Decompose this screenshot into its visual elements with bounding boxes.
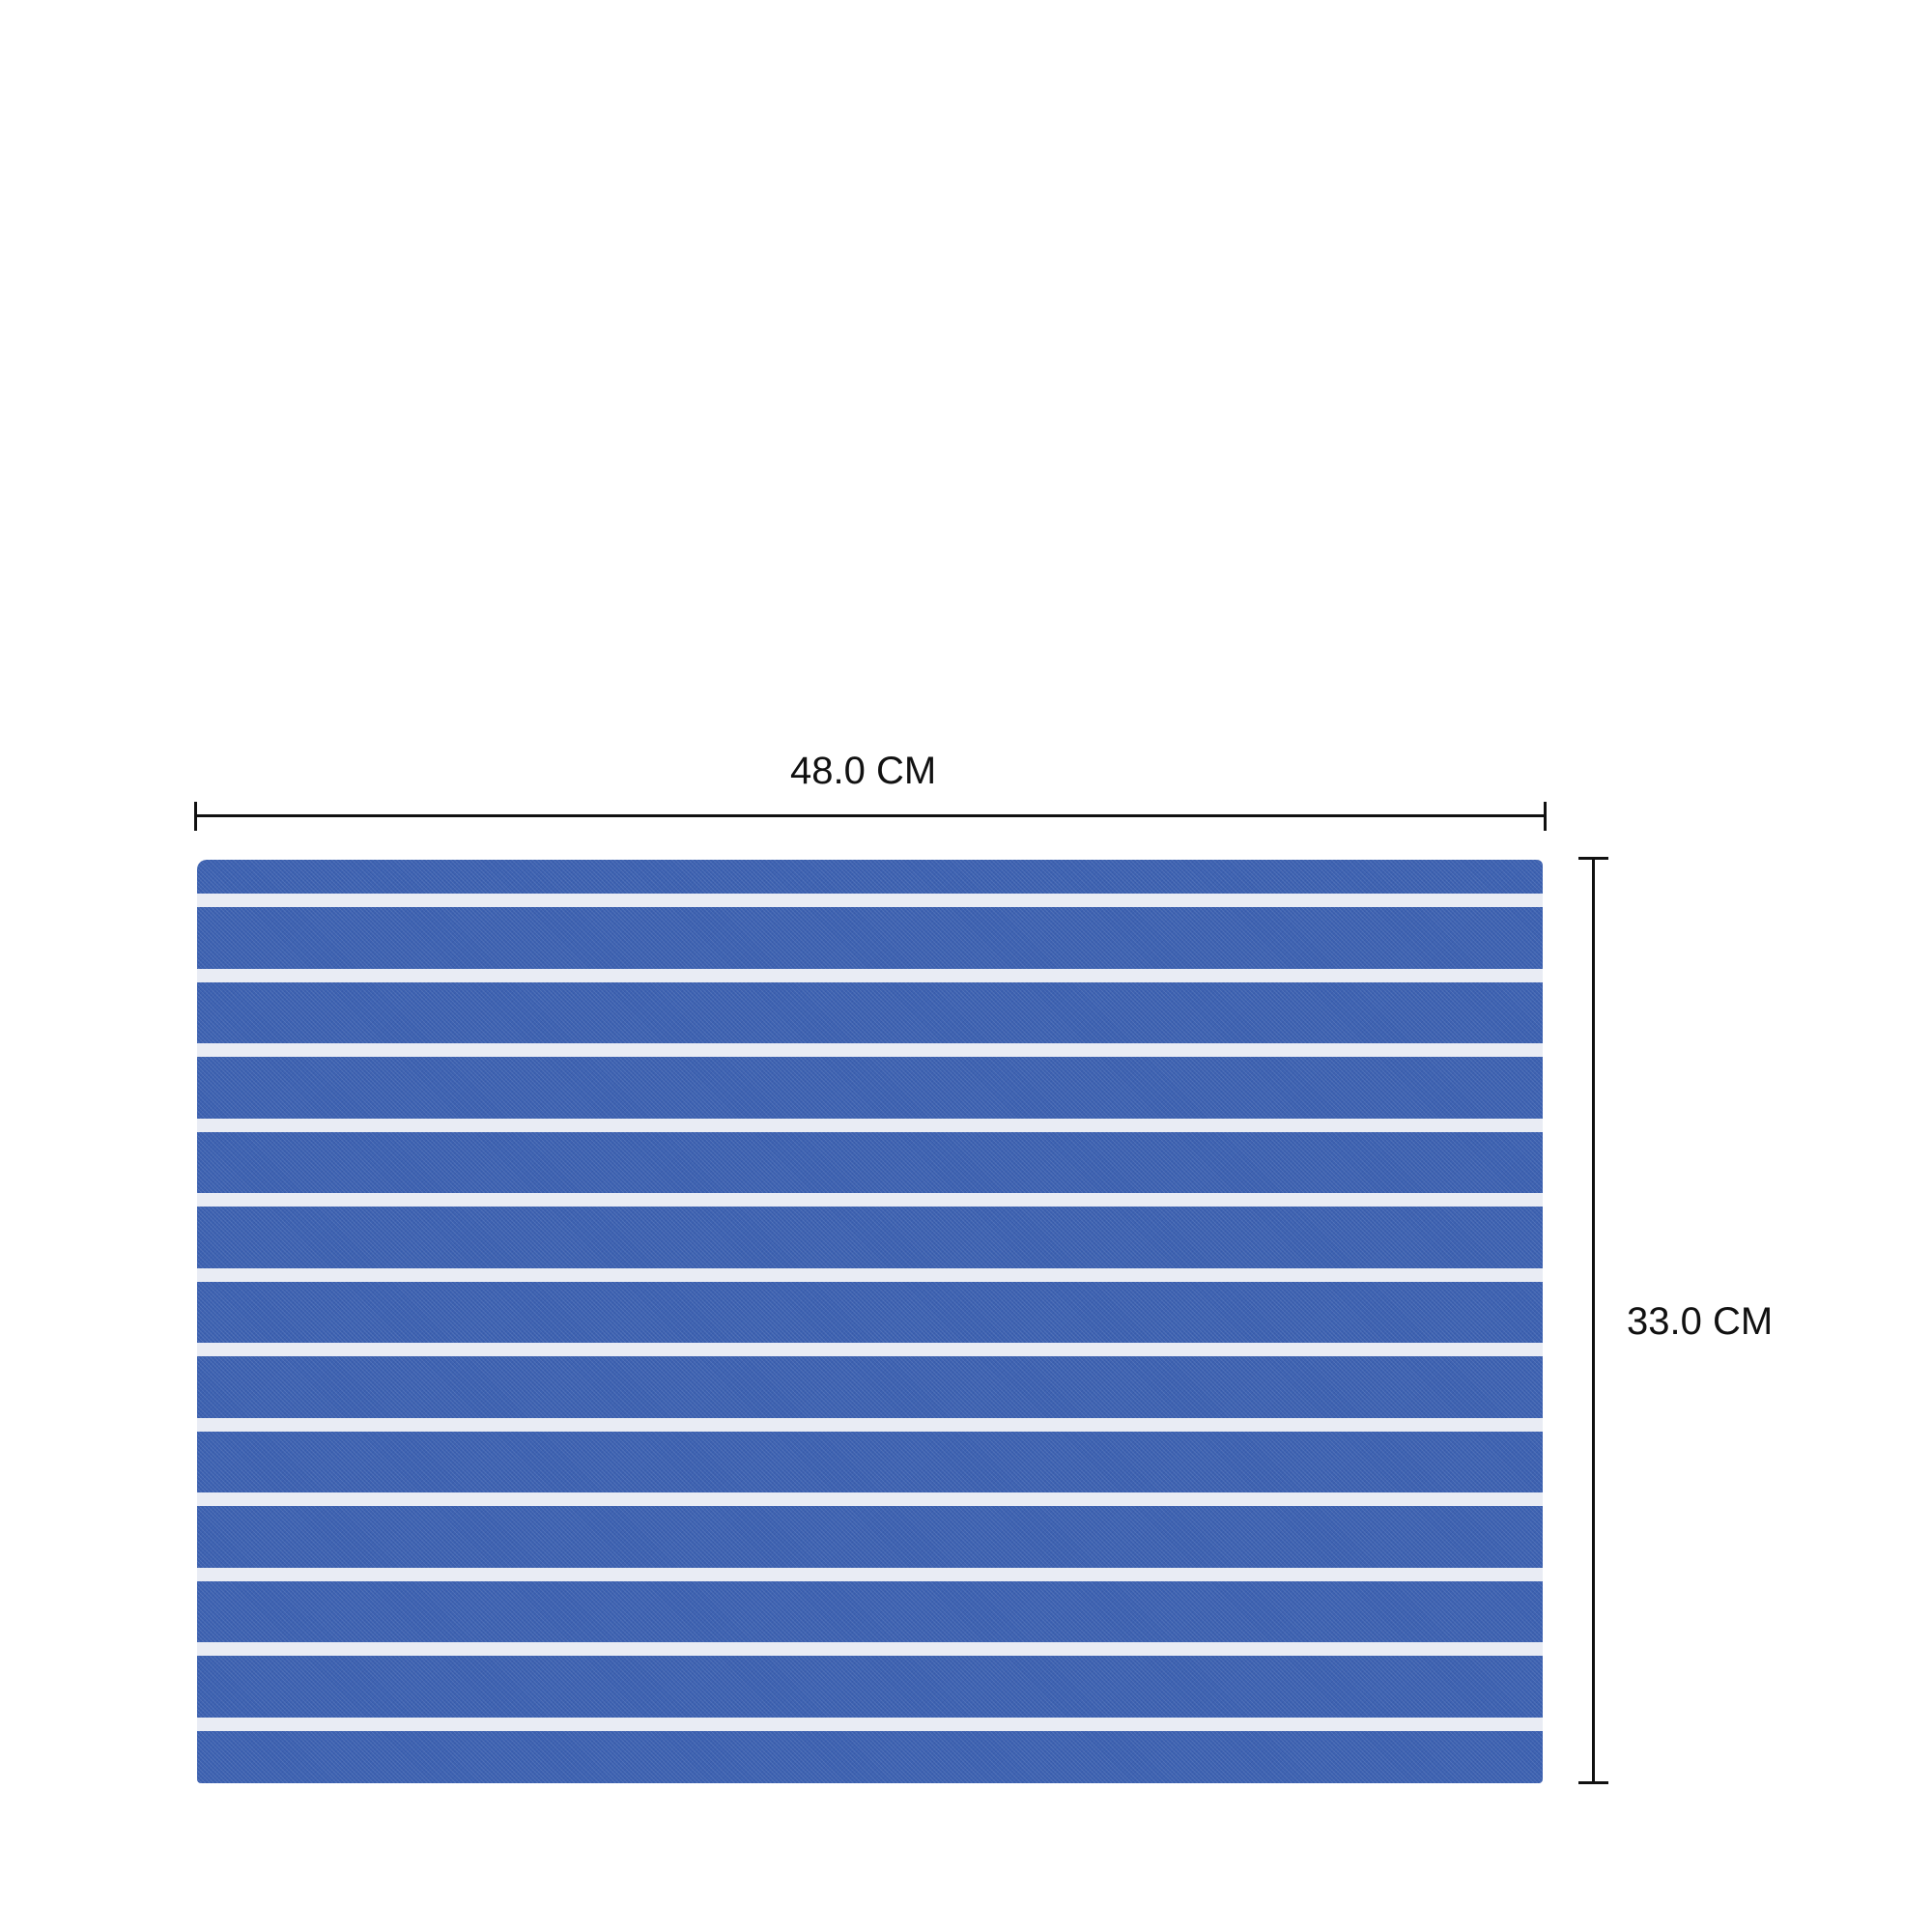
height-dimension-label: 33.0 CM [1627,1300,1774,1343]
striped-placemat-image [197,860,1543,1783]
height-dimension-tick-top [1578,857,1608,860]
placemat-stripe [197,1717,1543,1731]
placemat-stripe [197,1492,1543,1506]
height-dimension-line [1592,858,1595,1783]
placemat-stripe [197,1417,1543,1432]
placemat-stripe [197,1118,1543,1132]
placemat-stripe [197,968,1543,982]
width-dimension-tick-left [194,802,197,831]
placemat-stripe [197,1642,1543,1656]
placemat-stripe [197,1043,1543,1057]
width-dimension-label: 48.0 CM [790,750,937,792]
placemat-stripe [197,1193,1543,1207]
width-dimension-line [194,814,1547,817]
height-dimension-tick-bottom [1578,1781,1608,1784]
placemat-stripe [197,1343,1543,1356]
placemat-stripe [197,1267,1543,1282]
placemat-stripe [197,1567,1543,1581]
placemat-stripe [197,894,1543,907]
width-dimension-tick-right [1544,802,1547,831]
